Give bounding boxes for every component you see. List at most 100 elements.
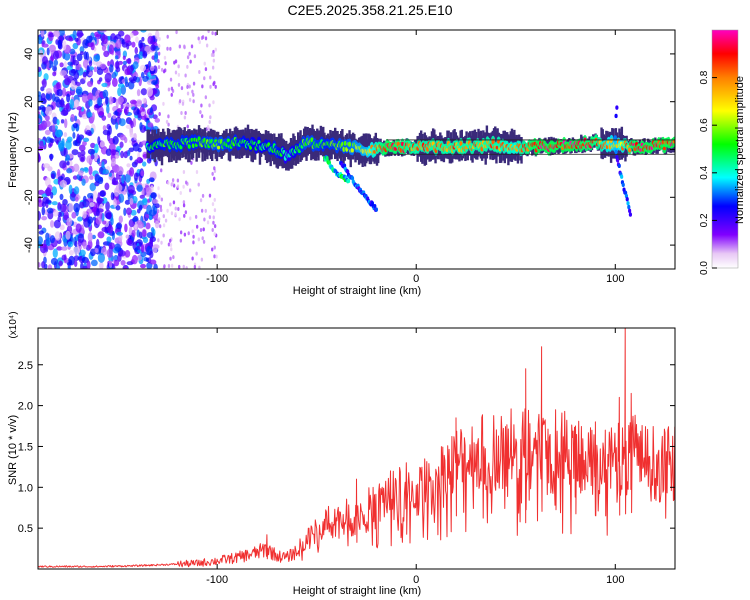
noise-blob bbox=[132, 217, 138, 222]
branch-cell bbox=[620, 174, 624, 179]
noise-blob bbox=[125, 234, 130, 239]
noise-blob bbox=[129, 132, 134, 138]
noise-blob bbox=[184, 73, 187, 78]
noise-blob bbox=[206, 220, 210, 225]
noise-blob bbox=[45, 88, 53, 94]
heatmap-x-tick-label: -100 bbox=[206, 273, 228, 285]
noise-blob bbox=[118, 118, 126, 127]
noise-blob bbox=[96, 208, 100, 217]
noise-blob bbox=[85, 129, 92, 136]
noise-blob bbox=[66, 93, 71, 103]
noise-blob bbox=[60, 119, 65, 124]
branch-cell bbox=[626, 201, 630, 206]
noise-blob bbox=[153, 53, 159, 63]
noise-blob bbox=[87, 208, 92, 214]
noise-blob bbox=[49, 235, 55, 244]
noise-blob bbox=[199, 110, 202, 115]
noise-blob bbox=[139, 194, 145, 199]
noise-blob bbox=[190, 44, 194, 49]
noise-blob bbox=[123, 151, 129, 159]
noise-blob bbox=[59, 62, 64, 68]
noise-blob bbox=[174, 211, 177, 216]
noise-blob bbox=[174, 70, 178, 75]
noise-blob bbox=[152, 204, 156, 211]
noise-blob bbox=[142, 237, 149, 244]
noise-blob bbox=[146, 86, 154, 97]
noise-blob bbox=[213, 224, 217, 229]
noise-blob bbox=[178, 217, 181, 222]
noise-blob bbox=[160, 168, 163, 173]
snr-series-line bbox=[38, 328, 675, 568]
noise-blob bbox=[89, 202, 95, 208]
noise-blob bbox=[149, 106, 153, 114]
noise-blob bbox=[197, 36, 200, 41]
noise-blob bbox=[153, 263, 158, 269]
noise-blob bbox=[68, 249, 74, 256]
noise-blob bbox=[174, 59, 178, 64]
noise-blob bbox=[74, 240, 78, 247]
noise-blob bbox=[105, 148, 112, 156]
noise-blob bbox=[96, 158, 101, 165]
noise-blob bbox=[82, 71, 87, 78]
noise-blob bbox=[148, 177, 155, 183]
noise-blob bbox=[122, 55, 126, 61]
noise-blob bbox=[138, 204, 143, 211]
ridge-cell bbox=[350, 147, 354, 153]
noise-blob bbox=[177, 64, 180, 69]
snr-panel: -100 0 100 0.5 1.0 1.5 2.0 2.5 Height of strai… bbox=[7, 311, 676, 597]
noise-blob bbox=[172, 255, 175, 260]
noise-blob bbox=[140, 244, 145, 253]
noise-blob bbox=[75, 64, 81, 71]
noise-blob bbox=[203, 61, 206, 66]
noise-blob bbox=[183, 213, 186, 218]
noise-blob bbox=[181, 101, 185, 106]
noise-blob bbox=[116, 166, 124, 176]
noise-blob bbox=[117, 96, 124, 104]
noise-blob bbox=[188, 188, 192, 193]
noise-blob bbox=[127, 57, 132, 65]
noise-blob bbox=[211, 171, 214, 176]
noise-blob bbox=[97, 176, 104, 185]
noise-blob bbox=[41, 43, 49, 48]
noise-blob bbox=[82, 199, 90, 208]
noise-blob bbox=[87, 148, 96, 155]
noise-blob bbox=[53, 50, 60, 60]
noise-blob bbox=[163, 55, 167, 60]
noise-blob bbox=[106, 236, 112, 243]
noise-blob bbox=[81, 93, 88, 103]
noise-blob bbox=[38, 106, 42, 111]
noise-blob bbox=[57, 211, 62, 217]
noise-blob bbox=[88, 98, 93, 107]
noise-blob bbox=[60, 98, 65, 108]
noise-blob bbox=[126, 42, 130, 50]
noise-blob bbox=[185, 266, 188, 269]
noise-blob bbox=[73, 246, 81, 255]
noise-blob bbox=[58, 260, 63, 267]
colorbar-label: Normalized spectral amplitude bbox=[734, 76, 746, 224]
noise-blob bbox=[38, 118, 41, 124]
noise-blob bbox=[38, 230, 44, 235]
noise-blob bbox=[40, 86, 45, 92]
noise-blob bbox=[208, 193, 212, 198]
noise-blob bbox=[212, 58, 216, 63]
snr-y-tick-label: 1.0 bbox=[18, 482, 33, 494]
noise-blob bbox=[57, 140, 65, 150]
noise-blob bbox=[193, 265, 197, 269]
noise-blob bbox=[74, 37, 79, 42]
noise-blob bbox=[77, 216, 83, 222]
noise-blob bbox=[186, 55, 190, 60]
noise-blob bbox=[113, 259, 120, 267]
noise-blob bbox=[132, 75, 137, 81]
noise-blob bbox=[99, 261, 104, 269]
noise-blob bbox=[47, 207, 54, 214]
noise-blob bbox=[149, 65, 155, 72]
noise-blob bbox=[64, 77, 71, 86]
noise-blob bbox=[201, 193, 205, 198]
noise-blob bbox=[152, 199, 159, 204]
noise-blob bbox=[73, 260, 78, 268]
noise-blob bbox=[189, 59, 192, 64]
noise-blob bbox=[124, 76, 128, 84]
noise-blob bbox=[41, 206, 46, 216]
noise-blob bbox=[81, 256, 89, 264]
noise-blob bbox=[169, 202, 172, 207]
